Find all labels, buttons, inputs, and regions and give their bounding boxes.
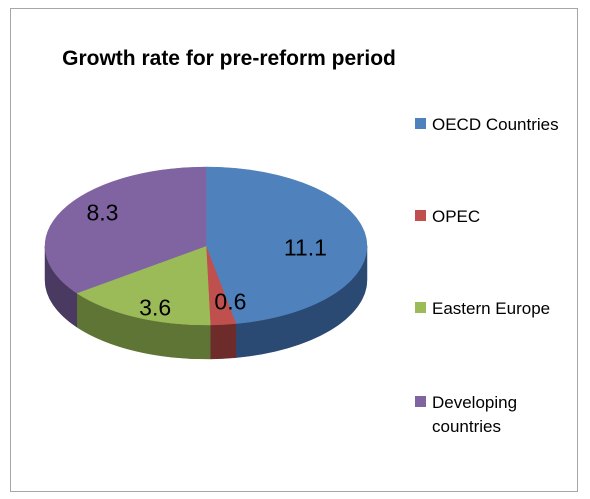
- legend-label-eastern-europe: Eastern Europe: [432, 299, 551, 318]
- data-label-opec: 0.6: [214, 288, 246, 314]
- data-label-oecd-countries: 11.1: [284, 235, 327, 261]
- data-label-developing-countries: 8.3: [86, 200, 118, 226]
- legend-label-oecd-countries: OECD Countries: [432, 115, 559, 134]
- legend-item-opec: OPEC: [415, 205, 480, 229]
- pie-slice-eastern-europe: [76, 245, 211, 326]
- legend-label-developing-countries: Developing countries: [432, 393, 518, 436]
- legend-swatch-opec: [415, 210, 426, 221]
- pie-slice-oecd-countries: [205, 166, 368, 324]
- chart-title: Growth rate for pre-reform period: [62, 47, 396, 70]
- pie-tops: [44, 166, 368, 326]
- legend-swatch-oecd-countries: [415, 118, 426, 129]
- pie-data-labels: 11.1 0.6 3.6 8.3: [86, 200, 326, 321]
- legend-swatch-developing-countries: [415, 396, 426, 407]
- pie-slice-developing-countries: [44, 166, 207, 294]
- legend-item-oecd-countries: OECD Countries: [415, 113, 559, 137]
- legend-item-eastern-europe: Eastern Europe: [415, 297, 550, 321]
- legend-swatch-eastern-europe: [415, 302, 426, 313]
- legend-item-developing-countries: Developing countries: [415, 391, 582, 439]
- chart-frame: Growth rate for pre-reform period 11.1 0.…: [10, 8, 578, 492]
- data-label-eastern-europe: 3.6: [139, 294, 171, 320]
- pie-side-opec: [210, 323, 237, 360]
- legend-label-opec: OPEC: [432, 207, 481, 226]
- pie-chart: 11.1 0.6 3.6 8.3: [44, 166, 368, 360]
